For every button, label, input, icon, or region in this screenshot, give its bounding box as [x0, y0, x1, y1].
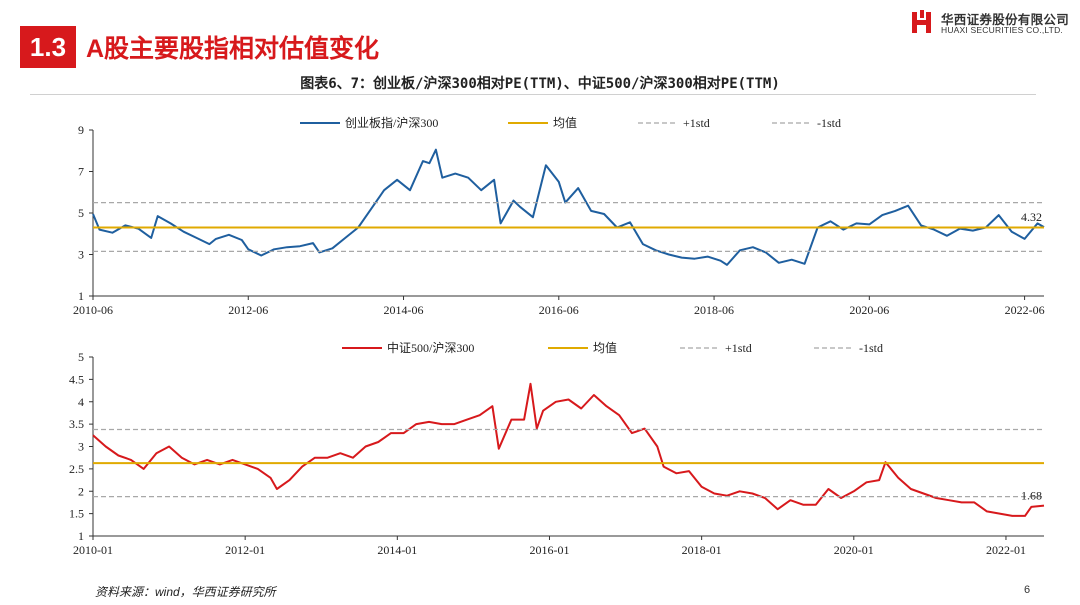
x-tick-label: 2022-06	[1005, 303, 1045, 317]
chart-chinext-vs-csi300: 1 3 5 7 9 2010-06 2012-06 2014-06 2016-06 2018-06…	[73, 115, 1045, 317]
x-tick-label: 2018-06	[694, 303, 734, 317]
page-number: 6	[1024, 584, 1031, 596]
ratio-series-line	[92, 382, 1045, 517]
y-tick-label: 4	[78, 395, 84, 409]
x-tick-label: 2020-06	[849, 303, 889, 317]
y-tick-label: 7	[78, 165, 84, 179]
huaxi-logo-icon	[912, 10, 931, 33]
x-tick-label: 2012-06	[228, 303, 268, 317]
x-tick-label: 2010-06	[73, 303, 113, 317]
x-tick-label: 2010-01	[73, 543, 113, 557]
y-tick-label: 9	[78, 123, 84, 137]
x-tick-label: 2014-01	[377, 543, 417, 557]
x-tick-label: 2018-01	[682, 543, 722, 557]
y-tick-label: 1	[78, 529, 84, 543]
brand-name-en: HUAXI SECURITIES CO.,LTD.	[941, 25, 1063, 35]
legend-label: -1std	[859, 341, 883, 355]
y-tick-label: 4.5	[69, 372, 84, 386]
legend-label: 中证500/沪深300	[387, 340, 474, 355]
y-tick-label: 3	[78, 440, 84, 454]
x-tick-label: 2022-01	[986, 543, 1026, 557]
x-tick-label: 2016-01	[529, 543, 569, 557]
x-tick-label: 2016-06	[539, 303, 579, 317]
header-divider	[30, 94, 1036, 95]
chart-csi500-vs-csi300: 1 1.5 2 2.5 3 3.5 4 4.5 5 2010-01 2012-01 2014-01 20…	[69, 340, 1045, 557]
x-tick-label: 2014-06	[384, 303, 424, 317]
end-value-label: 4.32	[1021, 210, 1042, 224]
y-tick-label: 1.5	[69, 507, 84, 521]
y-tick-label: 3.5	[69, 417, 84, 431]
legend-label: -1std	[817, 116, 841, 130]
y-tick-label: 2	[78, 484, 84, 498]
y-tick-label: 5	[78, 350, 84, 364]
legend-label: +1std	[683, 116, 710, 130]
section-number-badge: 1.3	[20, 26, 76, 68]
end-value-label: 1.68	[1021, 489, 1042, 503]
legend-label: 均值	[553, 115, 577, 130]
x-tick-label: 2020-01	[834, 543, 874, 557]
legend-label: 创业板指/沪深300	[345, 115, 438, 130]
figure-title: 图表6、7：创业板/沪深300相对PE(TTM)、中证500/沪深300相对PE…	[300, 76, 780, 92]
ratio-series-line	[92, 148, 1045, 266]
brand-name-cn: 华西证券股份有限公司	[941, 13, 1070, 27]
y-tick-label: 1	[78, 289, 84, 303]
data-source-note: 资料来源：wind，华西证券研究所	[95, 585, 276, 599]
x-tick-label: 2012-01	[225, 543, 265, 557]
legend-label: +1std	[725, 341, 752, 355]
y-tick-label: 2.5	[69, 462, 84, 476]
y-tick-label: 3	[78, 248, 84, 262]
y-tick-label: 5	[78, 206, 84, 220]
legend-label: 均值	[593, 340, 617, 355]
section-title: A股主要股指相对估值变化	[86, 35, 380, 63]
